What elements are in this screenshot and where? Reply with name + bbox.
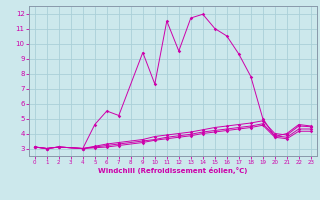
X-axis label: Windchill (Refroidissement éolien,°C): Windchill (Refroidissement éolien,°C) — [98, 167, 247, 174]
